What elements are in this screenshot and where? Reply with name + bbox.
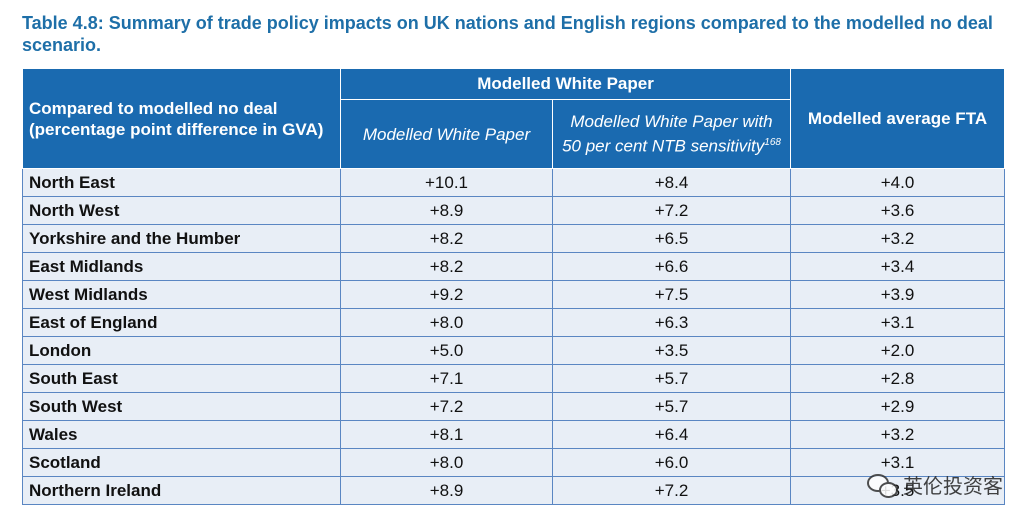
region-name-cell: North West	[22, 196, 341, 225]
white-paper-value-cell: +10.1	[340, 168, 553, 197]
region-name-cell: London	[22, 336, 341, 365]
region-name-cell: Wales	[22, 420, 341, 449]
ntb-value-cell: +7.2	[551, 196, 792, 225]
ntb-value-cell: +7.2	[551, 476, 792, 505]
table-row: Wales +8.1 +6.4 +3.2	[22, 420, 1006, 449]
table-row: Northern Ireland+8.9+7.2+3.5	[22, 476, 1006, 505]
white-paper-value-cell: +9.2	[340, 280, 553, 309]
fta-value-cell: +3.1	[790, 448, 1006, 477]
table-row: North West +8.9 +7.2 +3.6	[22, 196, 1006, 225]
table-row: Yorkshire and the Humber +8.2 +6.5 +3.2	[22, 224, 1006, 253]
white-paper-value-cell: +8.0	[340, 308, 553, 337]
ntb-value-cell: +8.4	[551, 168, 792, 197]
table-row: West Midlands +9.2 +7.5 +3.9	[22, 280, 1006, 309]
ntb-value-cell: +6.4	[551, 420, 792, 449]
ntb-column-header-label: Modelled White Paper with 50 per cent NT…	[562, 112, 773, 156]
corner-header: Compared to modelled no deal (percentage…	[22, 68, 341, 169]
ntb-value-cell: +7.5	[551, 280, 792, 309]
region-name-cell: East of England	[22, 308, 341, 337]
white-paper-value-cell: +7.1	[340, 364, 553, 393]
group-header: Modelled White Paper	[339, 68, 792, 100]
fta-value-cell: +2.9	[790, 392, 1006, 421]
white-paper-value-cell: +8.9	[340, 476, 553, 505]
ntb-value-cell: +6.0	[551, 448, 792, 477]
white-paper-value-cell: +8.2	[340, 252, 553, 281]
table-row: South East +7.1 +5.7 +2.8	[22, 364, 1006, 393]
ntb-value-cell: +3.5	[551, 336, 792, 365]
region-name-cell: Yorkshire and the Humber	[22, 224, 341, 253]
fta-value-cell: +4.0	[790, 168, 1006, 197]
ntb-value-cell: +5.7	[551, 364, 792, 393]
footnote-marker: 168	[764, 137, 781, 149]
table-caption: Table 4.8: Summary of trade policy impac…	[22, 13, 993, 55]
region-name-cell: West Midlands	[22, 280, 341, 309]
ntb-value-cell: +6.5	[551, 224, 792, 253]
fta-value-cell: +3.6	[790, 196, 1006, 225]
impact-table: Compared to modelled no deal (percentage…	[22, 68, 1006, 505]
fta-column-header: Modelled average FTA	[790, 68, 1006, 169]
fta-value-cell: +3.9	[790, 280, 1006, 309]
ntb-value-cell: +5.7	[551, 392, 792, 421]
fta-value-cell: +3.2	[790, 420, 1006, 449]
fta-value-cell: +2.0	[790, 336, 1006, 365]
ntb-value-cell: +6.6	[551, 252, 792, 281]
ntb-column-header: Modelled White Paper with 50 per cent NT…	[551, 99, 792, 169]
table-row: East of England +8.0 +6.3 +3.1	[22, 308, 1006, 337]
ntb-value-cell: +6.3	[551, 308, 792, 337]
white-paper-value-cell: +7.2	[340, 392, 553, 421]
table-row: North East +10.1 +8.4 +4.0	[22, 168, 1006, 197]
region-name-cell: North East	[22, 168, 341, 197]
fta-value-cell: +3.1	[790, 308, 1006, 337]
fta-value-cell: +3.2	[790, 224, 1006, 253]
region-name-cell: South East	[22, 364, 341, 393]
white-paper-column-header: Modelled White Paper	[340, 99, 553, 169]
table-row: Scotland +8.0 +6.0 +3.1	[22, 448, 1006, 477]
table-row: London +5.0 +3.5 +2.0	[22, 336, 1006, 365]
fta-value-cell: +3.4	[790, 252, 1006, 281]
region-name-cell: Scotland	[22, 448, 341, 477]
white-paper-value-cell: +8.0	[340, 448, 553, 477]
white-paper-value-cell: +8.9	[340, 196, 553, 225]
wechat-icon	[867, 473, 898, 498]
table-row: East Midlands +8.2 +6.6 +3.4	[22, 252, 1006, 281]
region-name-cell: Northern Ireland	[22, 476, 341, 505]
fta-value-cell: +2.8	[790, 364, 1006, 393]
watermark-text: 英伦投资客	[903, 476, 1003, 498]
white-paper-value-cell: +8.2	[340, 224, 553, 253]
table-body: North East +10.1 +8.4 +4.0 North West +8.9 +7.…	[22, 168, 1006, 505]
watermark: 英伦投资客	[867, 470, 1003, 499]
white-paper-value-cell: +8.1	[340, 420, 553, 449]
region-name-cell: South West	[22, 392, 341, 421]
region-name-cell: East Midlands	[22, 252, 341, 281]
white-paper-value-cell: +5.0	[340, 336, 553, 365]
table-row: South West +7.2 +5.7 +2.9	[22, 392, 1006, 421]
